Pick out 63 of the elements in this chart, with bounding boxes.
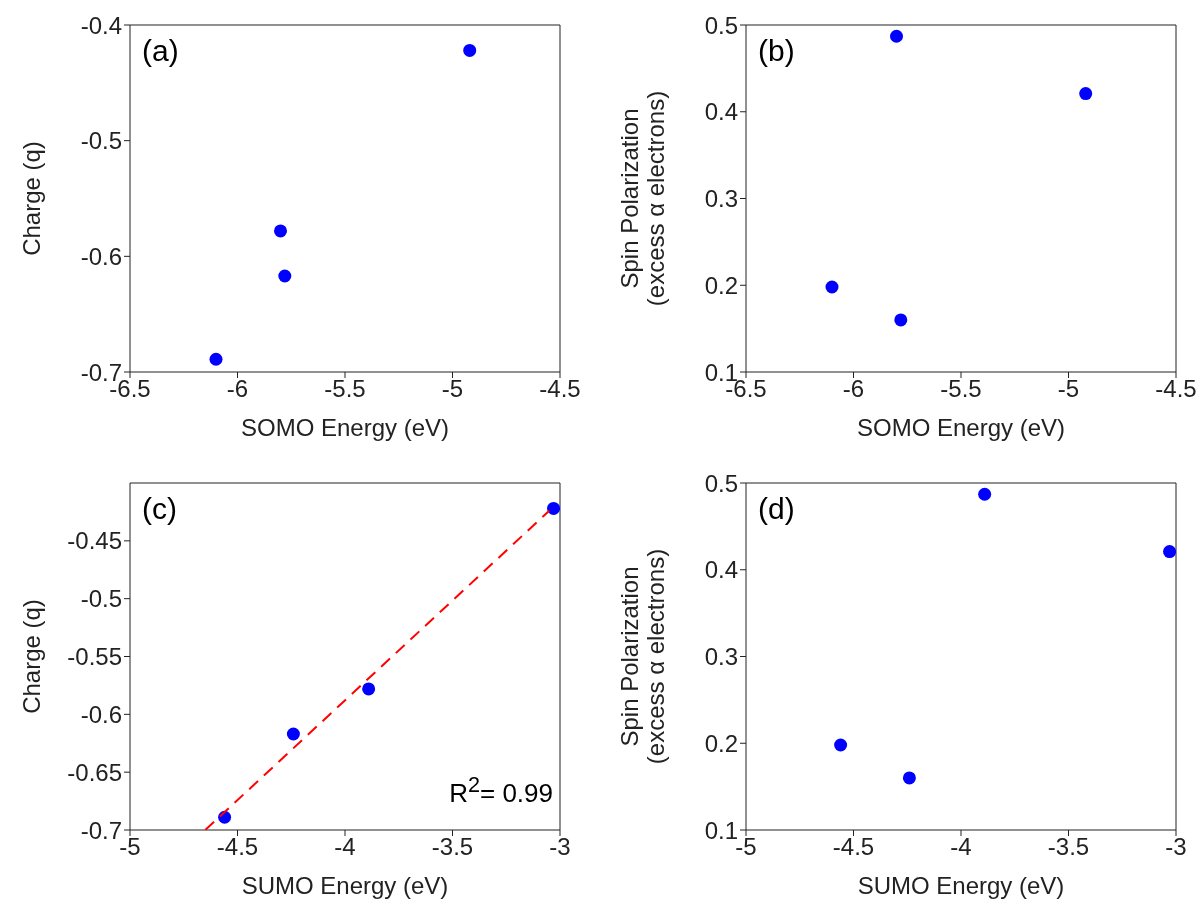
x-tick-label: -4.5 [1155, 375, 1197, 403]
y-tick-label: 0.3 [704, 643, 738, 671]
y-tick-label: 0.2 [704, 729, 738, 757]
x-tick-label: -4 [950, 833, 972, 861]
point [834, 738, 848, 752]
x-tick-label: -5 [1057, 375, 1080, 403]
x-tick-label: -3 [549, 833, 571, 861]
y-axis-title: Charge (q) [18, 599, 45, 714]
y-tick-label: 0.2 [704, 271, 738, 299]
x-tick-label: -3.5 [1047, 833, 1090, 861]
x-tick-label: -6 [226, 375, 249, 403]
y-tick-label: -0.55 [67, 643, 122, 671]
y-tick-label: 0.1 [704, 816, 738, 844]
y-tick-label: -0.6 [80, 700, 122, 728]
y-tick-label: -0.45 [67, 527, 122, 555]
y-tick-label: -0.7 [80, 816, 122, 844]
annotation: R$^{2}$= 0.99 [449, 772, 553, 809]
y-tick-label: -0.65 [67, 758, 122, 786]
x-tick-label: -6 [842, 375, 865, 403]
y-tick-label: -0.5 [80, 585, 122, 613]
x-axis-title: SOMO Energy (eV) [856, 414, 1066, 441]
point [278, 269, 292, 283]
point [547, 501, 560, 515]
x-tick-label: -5 [119, 833, 141, 861]
y-tick-label: 0.3 [704, 185, 738, 213]
x-tick-label: -4.5 [216, 833, 259, 861]
y-axis-title: Charge (q) [18, 141, 45, 256]
x-axis-title: SUMO Energy (eV) [241, 872, 449, 899]
point [209, 352, 223, 366]
point [286, 727, 300, 741]
x-tick-label: -3.5 [431, 833, 474, 861]
point [1163, 545, 1176, 559]
point [274, 224, 287, 238]
point [890, 29, 903, 43]
annotation: (c) [142, 492, 177, 526]
y-axis-title: Spin Polarization (excess α electrons) [616, 548, 669, 765]
point [825, 280, 839, 294]
x-tick-label: -4 [334, 833, 356, 861]
x-tick-label: -4.5 [539, 375, 581, 403]
x-tick-label: -5.5 [940, 375, 982, 403]
point [463, 43, 477, 57]
x-tick-label: -5.5 [324, 375, 366, 403]
point [894, 313, 908, 327]
y-tick-label: 0.4 [704, 98, 738, 126]
point [978, 487, 992, 501]
y-tick-label: 0.5 [704, 11, 738, 39]
y-tick-label: -0.6 [80, 242, 122, 270]
x-axis-title: SOMO Energy (eV) [240, 414, 450, 441]
x-tick-label: -4.5 [832, 833, 875, 861]
y-tick-label: 0.4 [704, 556, 738, 584]
annotation: (b) [758, 34, 795, 68]
x-tick-label: -5 [441, 375, 464, 403]
point [362, 682, 376, 696]
y-tick-label: 0.5 [704, 469, 738, 497]
x-axis-title: SUMO Energy (eV) [857, 872, 1065, 899]
y-axis-title: Spin Polarization (excess α electrons) [616, 90, 669, 307]
point [1079, 87, 1093, 101]
x-tick-label: -3 [1165, 833, 1187, 861]
annotation: (a) [142, 34, 179, 68]
annotation: (d) [758, 492, 795, 526]
point [902, 771, 916, 785]
y-tick-label: -0.5 [80, 127, 122, 155]
y-tick-label: -0.4 [80, 11, 122, 39]
